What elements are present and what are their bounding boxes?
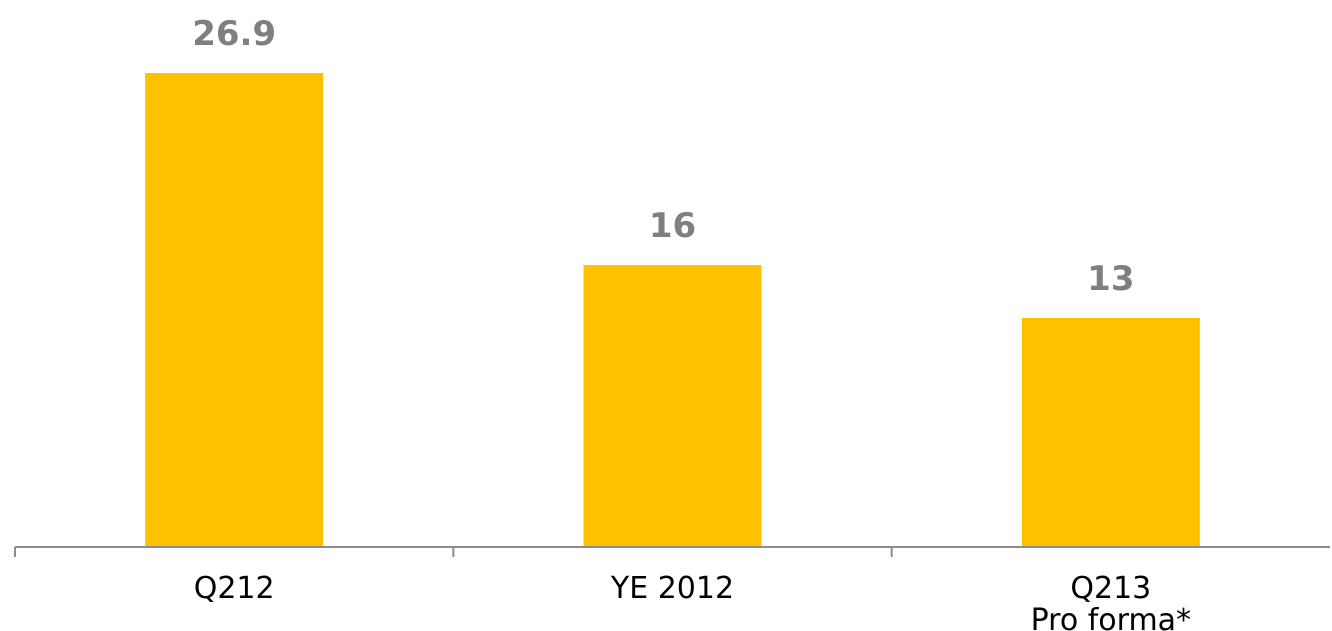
- category-label: Pro forma*: [1031, 603, 1191, 631]
- x-axis-ticks: [14, 547, 893, 557]
- bar: [583, 265, 762, 547]
- bar-value-label: 13: [1087, 259, 1134, 299]
- category-label: Q212: [194, 571, 275, 606]
- bar: [1021, 317, 1200, 547]
- value-labels-group: 26.9 16 13: [192, 14, 1134, 299]
- bar-value-label: 16: [649, 206, 696, 246]
- category-label: YE 2012: [610, 571, 734, 606]
- bar: [145, 73, 324, 547]
- bars-group: [145, 73, 1200, 547]
- bar-value-label: 26.9: [192, 14, 276, 54]
- category-label: Q213: [1070, 571, 1151, 606]
